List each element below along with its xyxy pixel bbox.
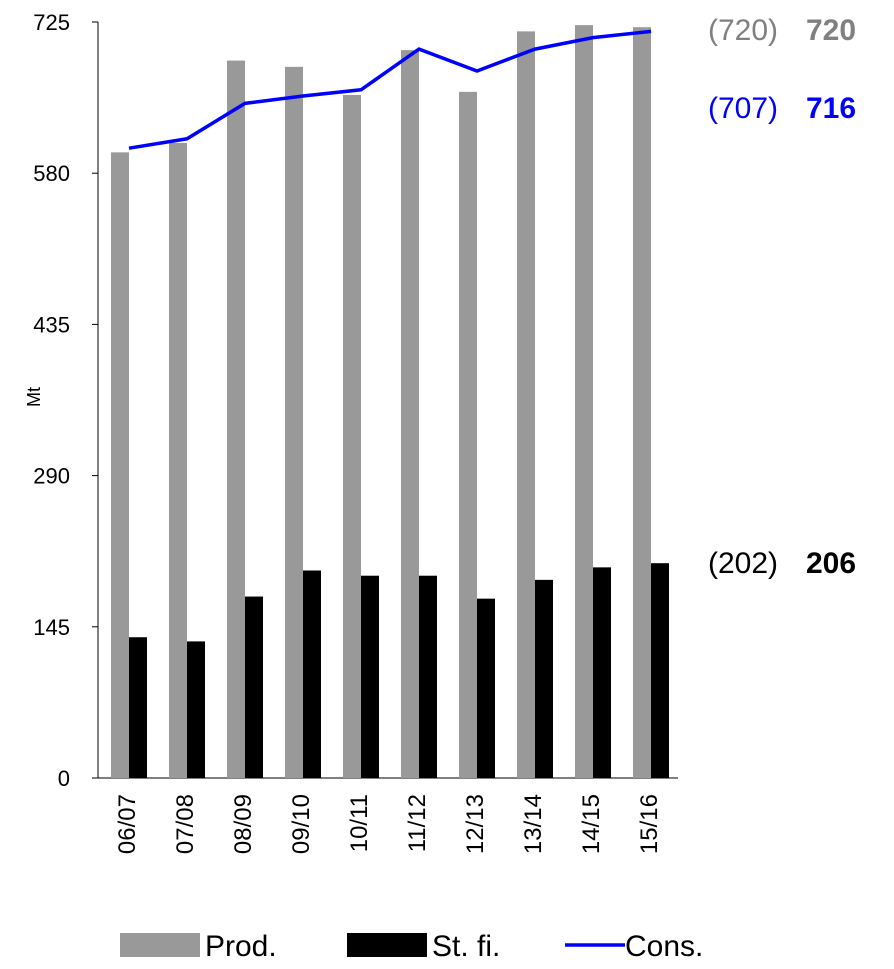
y-tick-label: 580 (33, 161, 70, 186)
bar (227, 60, 245, 778)
y-tick-label: 145 (33, 615, 70, 640)
bar (245, 596, 263, 778)
annotation-current: 716 (806, 92, 856, 125)
x-tick-label: 07/08 (172, 794, 199, 854)
bar (633, 27, 651, 778)
x-tick-label: 14/15 (578, 794, 605, 854)
x-tick-label: 09/10 (288, 794, 315, 854)
annotation-current: 720 (806, 14, 856, 47)
y-tick-label: 725 (33, 10, 70, 35)
bar (651, 563, 669, 778)
annotation-previous: (720) (708, 14, 778, 47)
annotation-current: 206 (806, 547, 856, 580)
x-tick-label: 15/16 (636, 794, 663, 854)
bar (575, 25, 593, 778)
annotation-previous: (707) (708, 92, 778, 125)
bar (517, 31, 535, 778)
line (128, 29, 652, 150)
x-tick-label: 08/09 (230, 794, 257, 854)
x-tick-label: 11/12 (404, 794, 431, 852)
bar (401, 50, 419, 779)
x-tick-label: 13/14 (520, 794, 547, 854)
bar (169, 142, 187, 778)
y-tick-label: 0 (58, 766, 70, 791)
y-tick-label: 435 (33, 312, 70, 337)
bar (343, 94, 361, 778)
x-tick-label: 10/11 (346, 794, 373, 852)
bar (593, 567, 611, 778)
bar (187, 641, 205, 778)
bar (111, 152, 129, 778)
bar (535, 579, 553, 778)
annotation-previous: (202) (708, 547, 778, 580)
bar (477, 598, 495, 778)
legend-label: St. fi. (432, 930, 500, 963)
y-axis-label: Mt (24, 387, 44, 407)
legend-swatch (120, 933, 200, 957)
legend-label: Prod. (205, 930, 277, 963)
bar (285, 66, 303, 778)
bar (419, 575, 437, 778)
bar (303, 570, 321, 778)
x-tick-label: 12/13 (462, 794, 489, 854)
x-tick-label: 06/07 (114, 794, 141, 854)
y-tick-label: 290 (33, 464, 70, 489)
legend-label: Cons. (625, 930, 703, 963)
bar (129, 637, 147, 778)
bar (459, 91, 477, 779)
bar (361, 575, 379, 778)
legend-swatch (347, 933, 427, 957)
